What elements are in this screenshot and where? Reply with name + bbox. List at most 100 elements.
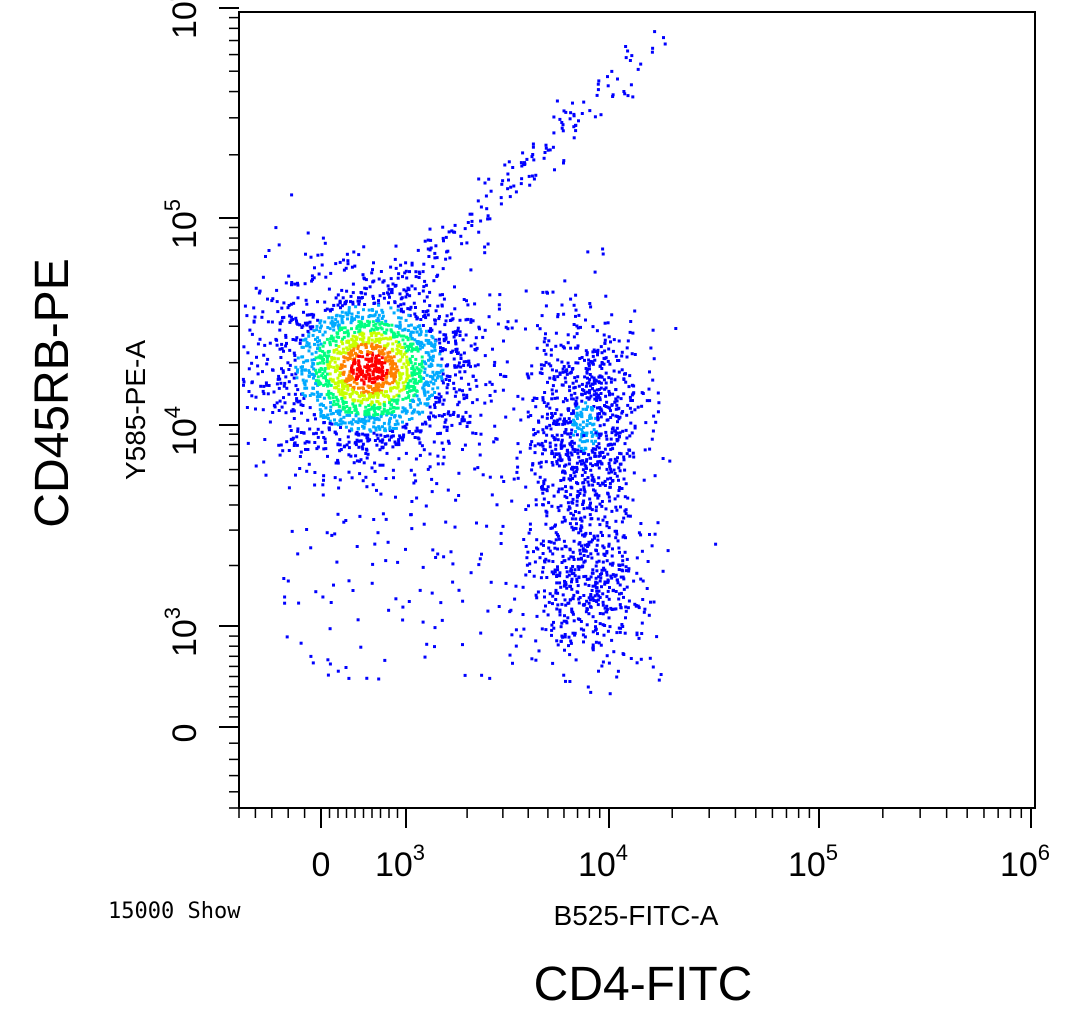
event-dot (615, 426, 619, 430)
event-dot (462, 351, 466, 355)
event-dot (367, 372, 371, 376)
event-dot (543, 151, 547, 154)
event-dot (340, 310, 344, 314)
event-dot (558, 372, 562, 376)
event-dot (439, 375, 443, 379)
event-dot (352, 380, 356, 384)
event-dot (338, 371, 342, 375)
event-dot (493, 360, 497, 364)
event-dot (551, 552, 555, 556)
event-dot (459, 376, 463, 380)
event-dot (583, 440, 587, 444)
event-dot (408, 307, 412, 311)
event-dot (542, 480, 546, 483)
event-dot (597, 442, 601, 446)
event-dot (409, 332, 413, 336)
event-dot (322, 447, 326, 451)
event-dot (630, 383, 634, 387)
event-dot (314, 431, 318, 435)
event-dot (395, 381, 399, 385)
event-dot (554, 447, 558, 451)
event-dot (453, 394, 457, 398)
event-dot (408, 345, 412, 349)
event-dot (254, 395, 258, 399)
event-dot (535, 614, 539, 618)
event-dot (442, 239, 445, 243)
event-dot (350, 422, 354, 426)
event-dot (328, 308, 332, 312)
event-dot (358, 328, 362, 332)
event-dot (579, 565, 583, 569)
event-dot (637, 636, 641, 640)
event-dot (392, 311, 396, 315)
event-dot (615, 459, 619, 463)
event-dot (639, 62, 643, 66)
event-dot (596, 394, 600, 398)
event-dot (462, 397, 466, 401)
event-dot (601, 252, 605, 256)
event-dot (436, 363, 440, 367)
event-dot (341, 399, 345, 403)
event-dot (471, 319, 475, 323)
event-dot (343, 444, 347, 448)
event-dot (452, 381, 456, 385)
event-dot (342, 331, 346, 335)
event-dot (448, 378, 451, 382)
event-dot (576, 413, 580, 417)
event-dot (483, 401, 487, 405)
event-dot (380, 317, 384, 321)
event-dot (284, 281, 288, 285)
event-dot (343, 421, 347, 425)
event-dot (577, 427, 581, 431)
event-dot (608, 465, 612, 468)
event-dot (544, 352, 548, 356)
event-dot (576, 405, 580, 409)
event-dot (530, 440, 534, 444)
event-dot (324, 447, 328, 451)
event-dot (320, 263, 324, 267)
event-dot (367, 415, 371, 419)
event-dot (253, 315, 257, 319)
event-dot (325, 372, 329, 376)
event-dot (362, 461, 366, 465)
event-dot (254, 286, 258, 290)
event-dot (410, 371, 414, 375)
event-dot (376, 400, 380, 404)
event-dot (329, 601, 333, 604)
event-dot (393, 398, 397, 402)
event-dot (553, 378, 557, 382)
event-dot (454, 498, 458, 502)
event-dot (380, 333, 384, 337)
event-dot (421, 620, 425, 624)
event-dot (374, 428, 378, 432)
event-dot (553, 570, 557, 574)
event-dot (363, 422, 367, 426)
event-dot (433, 415, 437, 419)
event-dot (544, 557, 548, 561)
event-dot (562, 584, 566, 588)
event-dot (408, 270, 411, 274)
event-dot (339, 351, 343, 355)
event-dot (606, 359, 610, 363)
event-dot (335, 368, 339, 372)
event-dot (290, 373, 294, 377)
event-dot (357, 302, 361, 306)
event-dot (363, 410, 367, 414)
event-dot (335, 335, 339, 339)
event-dot (596, 538, 600, 542)
event-dot (540, 627, 544, 631)
event-dot (571, 565, 575, 568)
event-dot (521, 585, 525, 589)
event-dot (373, 439, 377, 442)
event-dot (396, 422, 400, 426)
event-dot (376, 375, 380, 379)
event-dot (379, 270, 383, 273)
event-dot (566, 341, 570, 345)
event-dot (575, 580, 579, 583)
event-dot (410, 373, 414, 377)
event-dot (410, 355, 414, 358)
event-dot (650, 437, 654, 441)
x-tick-label: 106 (1000, 840, 1050, 884)
event-dot (412, 481, 416, 485)
event-dot (304, 359, 308, 363)
